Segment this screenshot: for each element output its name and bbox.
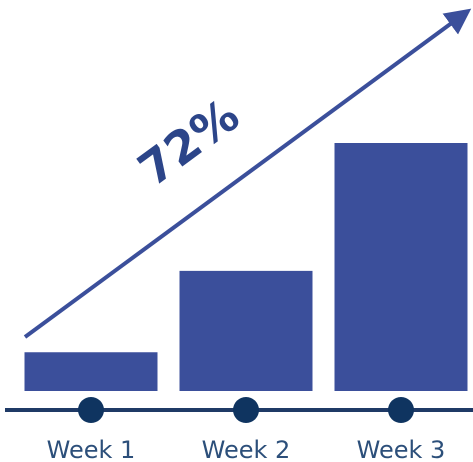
x-tick-label-3: Week 3 <box>357 436 446 462</box>
trend-arrow <box>23 8 472 339</box>
axis-marker-1 <box>78 397 104 423</box>
bar-1 <box>24 352 158 391</box>
x-tick-labels-group: Week 1 Week 2 Week 3 <box>47 436 446 462</box>
bar-2 <box>179 270 313 391</box>
x-tick-label-2: Week 2 <box>202 436 291 462</box>
axis-marker-2 <box>233 397 259 423</box>
axis-markers-group <box>78 397 414 423</box>
x-tick-label-1: Week 1 <box>47 436 136 462</box>
bars-group <box>24 143 468 391</box>
bar-3 <box>334 143 468 391</box>
axis-marker-3 <box>388 397 414 423</box>
growth-annotation: 72% <box>128 88 249 197</box>
